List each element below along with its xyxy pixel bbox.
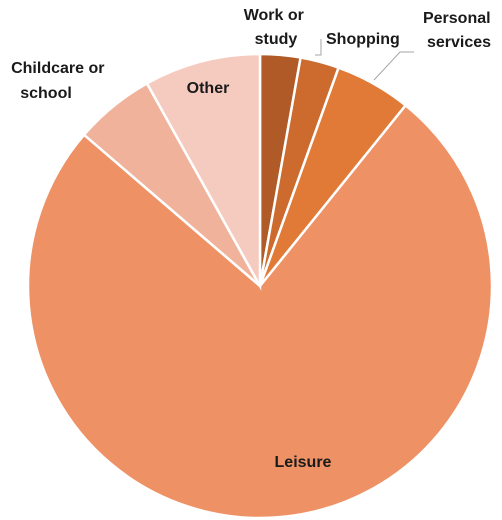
pie-slice-other xyxy=(145,52,262,291)
leader-lines xyxy=(315,39,414,81)
label-leisure: Leisure xyxy=(275,454,332,471)
label-personal-services-line2: services xyxy=(427,34,491,51)
leader-line-personal-services xyxy=(373,51,414,81)
pie-slice-leisure xyxy=(26,103,494,520)
label-work-or-study-line2: study xyxy=(255,31,298,48)
pie-slices xyxy=(26,52,494,520)
label-work-or-study-line1: Work or xyxy=(244,7,304,24)
label-childcare-line2: school xyxy=(20,85,72,102)
pie-labels: Work or study Shopping Personal services… xyxy=(11,7,495,471)
label-childcare-or-school: Childcare or school xyxy=(11,60,109,102)
label-childcare-line1: Childcare or xyxy=(11,60,104,77)
leader-line-shopping xyxy=(315,39,322,56)
label-personal-services: Personal services xyxy=(423,10,495,51)
label-work-or-study: Work or study xyxy=(244,7,309,48)
label-personal-services-line1: Personal xyxy=(423,10,491,27)
label-shopping: Shopping xyxy=(326,31,400,48)
label-other: Other xyxy=(187,80,230,97)
